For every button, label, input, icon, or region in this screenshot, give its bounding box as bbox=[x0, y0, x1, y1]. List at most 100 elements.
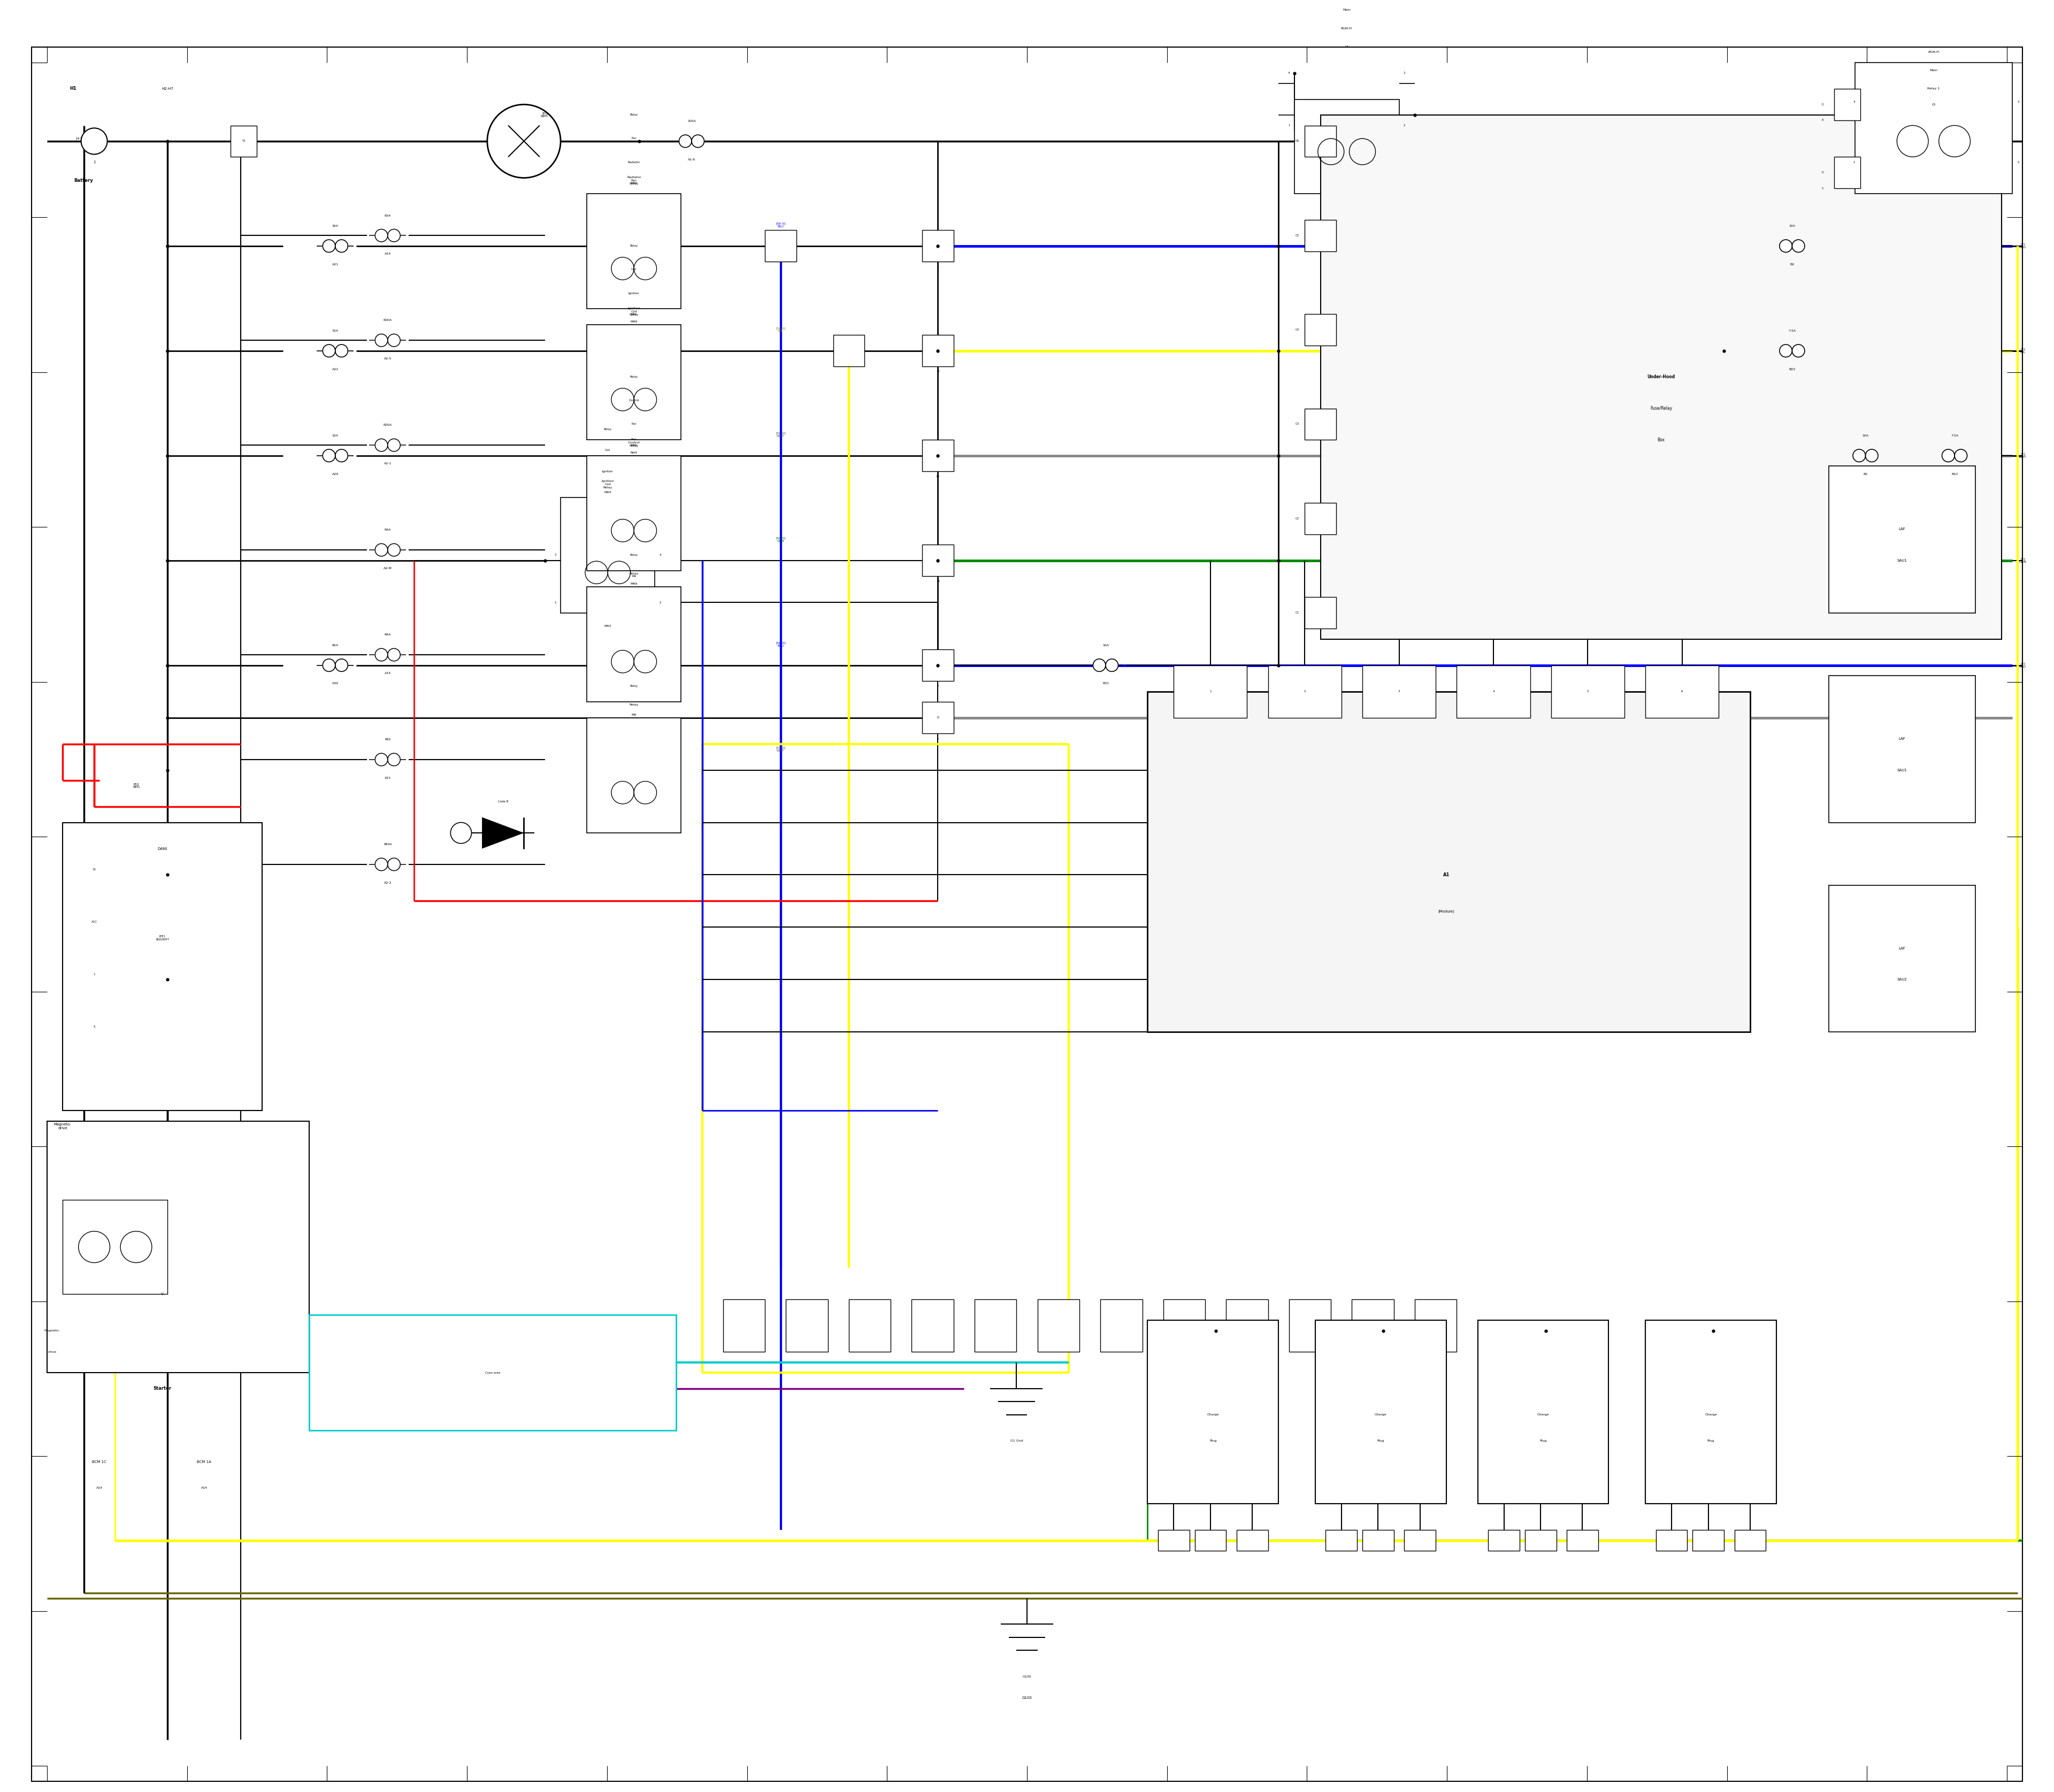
Text: H1: H1 bbox=[70, 86, 76, 91]
Text: L5: L5 bbox=[1931, 104, 1935, 106]
Text: Coil: Coil bbox=[606, 450, 610, 452]
Text: Fuse/Relay: Fuse/Relay bbox=[1649, 407, 1672, 410]
Text: 7.5A: 7.5A bbox=[1951, 434, 1957, 437]
Circle shape bbox=[1853, 450, 1865, 462]
Bar bbox=[1456, 665, 1530, 717]
Bar bbox=[1304, 314, 1337, 346]
Text: BCM 1C: BCM 1C bbox=[92, 1460, 107, 1464]
Bar bbox=[587, 455, 682, 572]
Text: 16A: 16A bbox=[333, 224, 339, 228]
Bar bbox=[922, 702, 953, 733]
Bar bbox=[1158, 1530, 1189, 1550]
Bar bbox=[1290, 1299, 1331, 1351]
Bar bbox=[1304, 125, 1337, 158]
Bar bbox=[1237, 1530, 1267, 1550]
Bar bbox=[1645, 1321, 1777, 1503]
Bar bbox=[1477, 1321, 1608, 1503]
Text: Ignition: Ignition bbox=[602, 470, 614, 473]
Text: M49: M49 bbox=[631, 321, 637, 323]
Text: Relay: Relay bbox=[604, 428, 612, 430]
Text: [5E-II]
WHT: [5E-II] WHT bbox=[776, 432, 787, 437]
Text: 12: 12 bbox=[937, 371, 941, 373]
Circle shape bbox=[335, 240, 347, 253]
Text: [5E-II]
YEL: [5E-II] YEL bbox=[776, 326, 787, 333]
Text: Magneto-: Magneto- bbox=[45, 1330, 60, 1331]
Text: M49: M49 bbox=[631, 582, 637, 586]
Text: 26: 26 bbox=[937, 475, 941, 478]
Bar bbox=[1195, 1530, 1226, 1550]
Bar bbox=[1304, 597, 1337, 629]
Bar bbox=[922, 545, 953, 577]
Circle shape bbox=[692, 134, 705, 147]
Text: LAF: LAF bbox=[1898, 946, 1906, 950]
Text: PGM-FI: PGM-FI bbox=[1341, 27, 1352, 30]
Text: 10A: 10A bbox=[1789, 224, 1795, 228]
Text: T1: T1 bbox=[242, 140, 244, 143]
Text: Charge: Charge bbox=[1536, 1414, 1549, 1416]
Text: 100A: 100A bbox=[688, 120, 696, 122]
Text: Magneto-
drive: Magneto- drive bbox=[53, 1124, 72, 1131]
Bar bbox=[1828, 676, 1976, 823]
Text: A21: A21 bbox=[333, 263, 339, 265]
Text: Relay: Relay bbox=[629, 572, 639, 575]
Text: [5E-II]
GRN: [5E-II] GRN bbox=[776, 536, 787, 543]
Text: G100: G100 bbox=[1023, 1676, 1031, 1677]
Text: G100: G100 bbox=[1023, 1695, 1031, 1699]
Bar bbox=[1362, 665, 1436, 717]
Circle shape bbox=[388, 333, 401, 346]
Circle shape bbox=[1941, 450, 1955, 462]
Text: drive: drive bbox=[47, 1351, 58, 1353]
Text: B2: B2 bbox=[1863, 473, 1867, 475]
Circle shape bbox=[376, 333, 388, 346]
Text: 15: 15 bbox=[92, 869, 97, 871]
Text: R00A: R00A bbox=[384, 319, 392, 323]
Text: SAU1: SAU1 bbox=[1898, 559, 1908, 563]
Bar bbox=[1834, 90, 1861, 120]
Text: D: D bbox=[937, 349, 939, 353]
Text: Under-Hood: Under-Hood bbox=[1647, 375, 1674, 380]
Text: Plug: Plug bbox=[1707, 1439, 1715, 1443]
Text: A1: A1 bbox=[1442, 873, 1450, 878]
Text: SAU1: SAU1 bbox=[1898, 769, 1908, 772]
Text: Ignition
Coil
Relay: Ignition Coil Relay bbox=[602, 480, 614, 489]
Text: LAF: LAF bbox=[1898, 527, 1906, 530]
Text: R4A: R4A bbox=[384, 634, 390, 636]
Text: A22: A22 bbox=[333, 367, 339, 371]
Bar bbox=[912, 1299, 953, 1351]
Text: Plug: Plug bbox=[1540, 1439, 1547, 1443]
Text: V: V bbox=[160, 1292, 164, 1296]
Bar bbox=[1551, 665, 1625, 717]
Circle shape bbox=[80, 127, 107, 154]
Text: G1 Gnd: G1 Gnd bbox=[1011, 1439, 1023, 1443]
Bar bbox=[723, 1299, 764, 1351]
Circle shape bbox=[335, 450, 347, 462]
Text: M44: M44 bbox=[604, 491, 612, 493]
Text: P60A: P60A bbox=[384, 842, 392, 846]
Bar bbox=[764, 229, 797, 262]
Bar bbox=[922, 335, 953, 367]
Text: Relay: Relay bbox=[631, 376, 639, 378]
Bar bbox=[1734, 1530, 1766, 1550]
Text: Relay: Relay bbox=[631, 113, 639, 116]
Text: [E]
YEL: [E] YEL bbox=[2019, 348, 2025, 353]
Circle shape bbox=[487, 104, 561, 177]
Text: L5: L5 bbox=[1345, 45, 1349, 48]
Text: Code B: Code B bbox=[497, 801, 507, 803]
Text: Main: Main bbox=[1929, 70, 1937, 72]
Text: Plug: Plug bbox=[1210, 1439, 1216, 1443]
Bar bbox=[1315, 1321, 1446, 1503]
Bar bbox=[1148, 1321, 1278, 1503]
Circle shape bbox=[322, 240, 335, 253]
Text: 15A: 15A bbox=[333, 330, 339, 332]
Text: Main: Main bbox=[1343, 9, 1352, 11]
Text: Charge: Charge bbox=[1208, 1414, 1220, 1416]
Text: SAU2: SAU2 bbox=[1898, 978, 1908, 982]
Bar bbox=[47, 1122, 308, 1373]
Text: (+): (+) bbox=[76, 136, 82, 140]
Circle shape bbox=[1955, 450, 1968, 462]
Bar bbox=[1321, 115, 2003, 640]
Circle shape bbox=[322, 450, 335, 462]
Circle shape bbox=[1779, 344, 1791, 357]
Text: A14: A14 bbox=[384, 672, 390, 674]
Text: B2: B2 bbox=[1789, 263, 1795, 265]
